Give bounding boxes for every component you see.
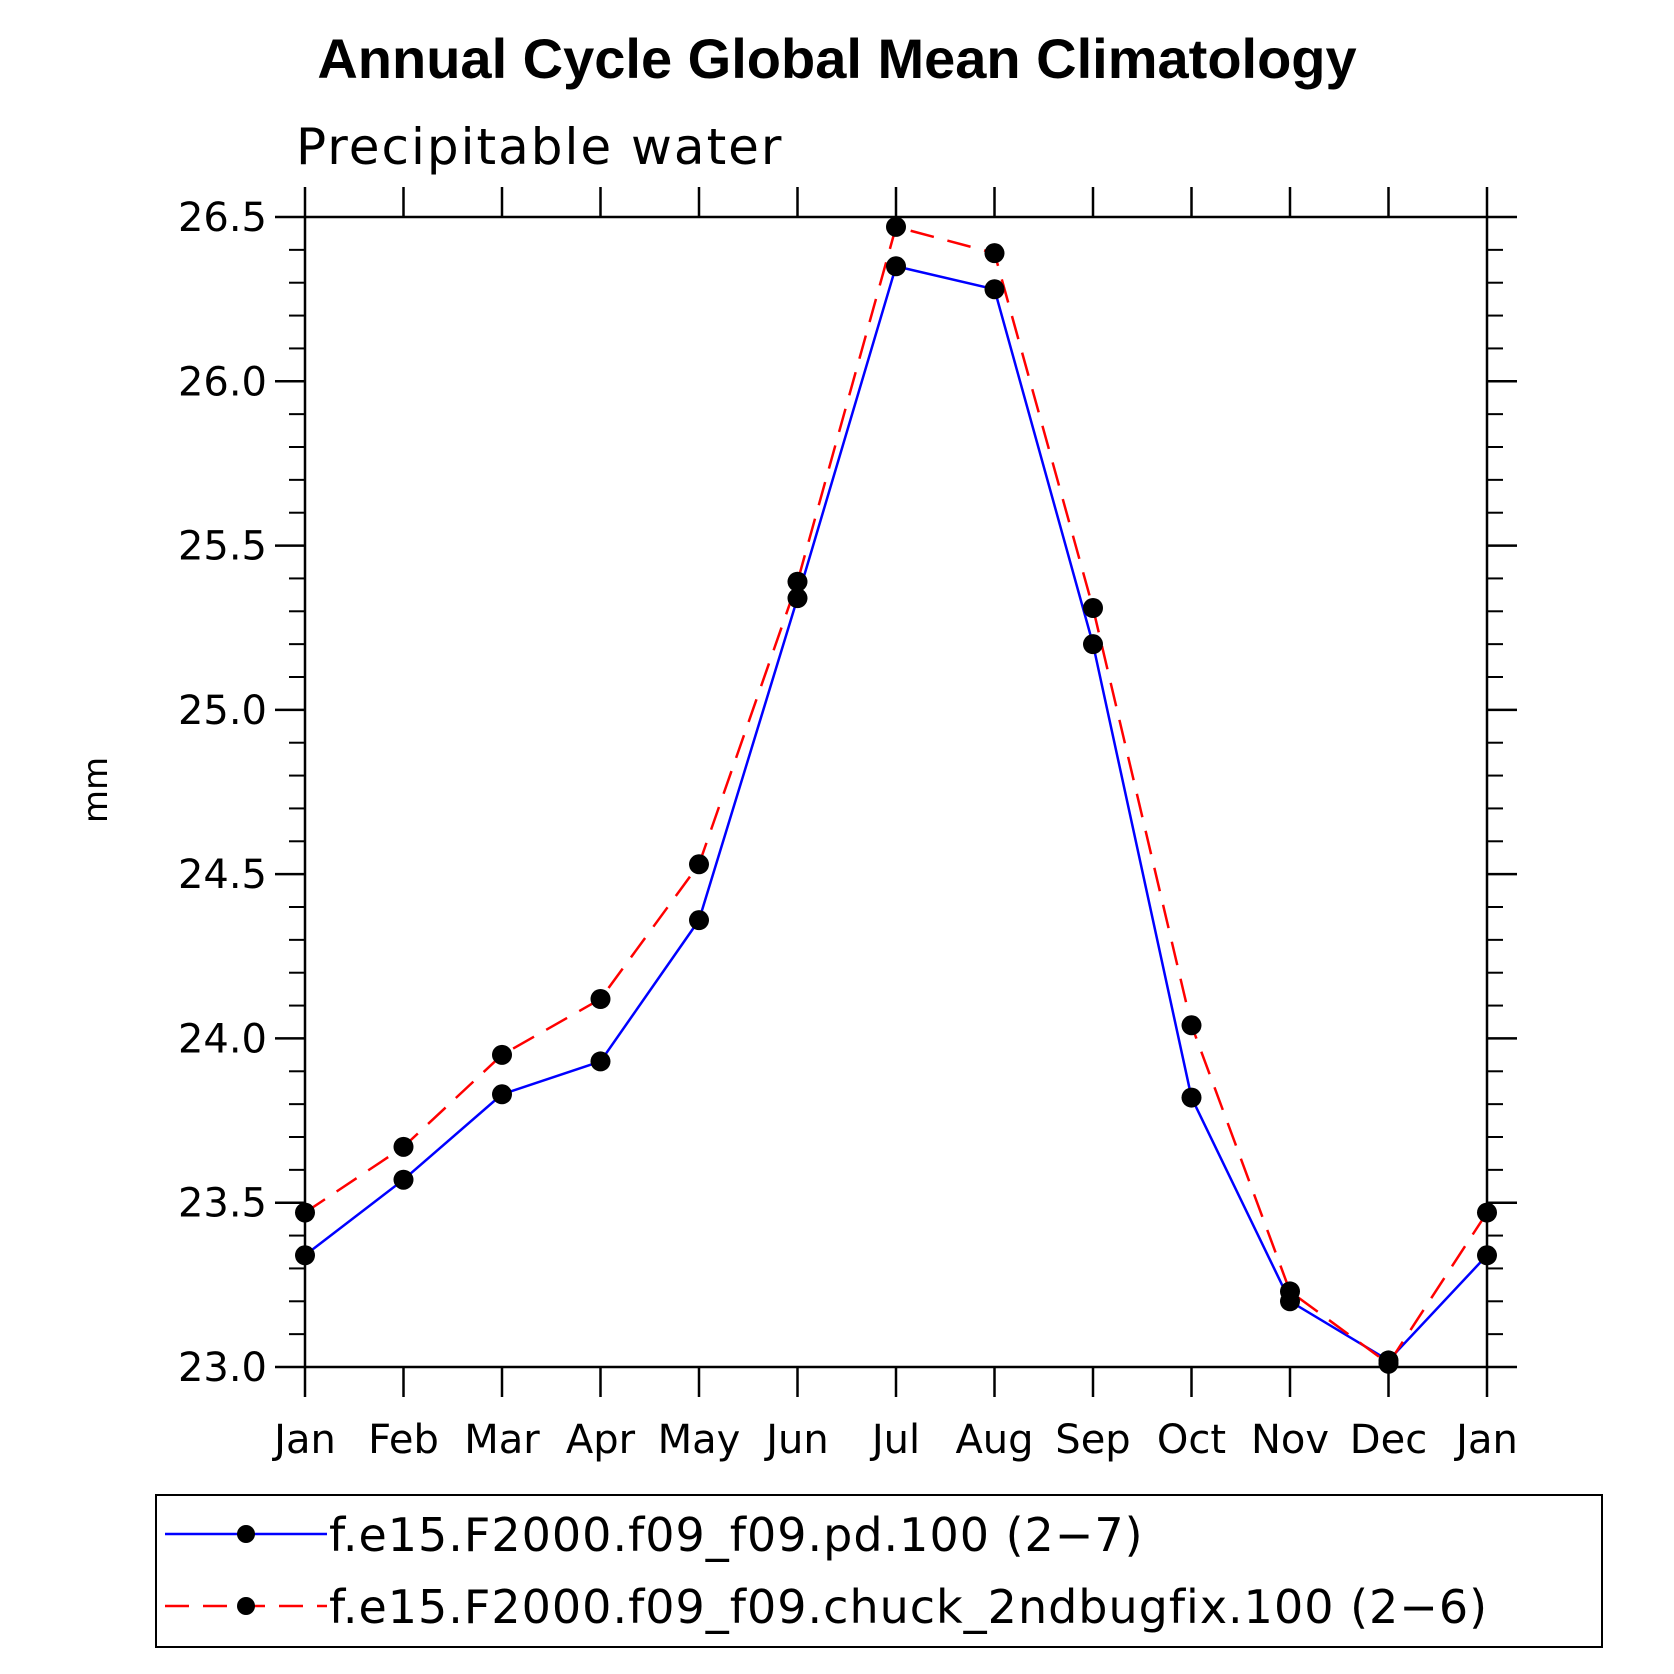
x-tick-label: Oct: [1157, 1417, 1226, 1463]
data-point-series-2: [1378, 1353, 1399, 1374]
legend-item-series-1: f.e15.F2000.f09_f09.pd.100 (2−7): [157, 1502, 1601, 1574]
legend-label-series-1: f.e15.F2000.f09_f09.pd.100 (2−7): [329, 1508, 1144, 1562]
data-point-series-1: [1083, 634, 1103, 655]
legend-sample-series-2: [165, 1597, 327, 1615]
x-tick-label: May: [658, 1417, 741, 1463]
x-tick-label: Jul: [869, 1417, 920, 1463]
legend-label-series-2: f.e15.F2000.f09_f09.chuck_2ndbugfix.100 …: [329, 1580, 1489, 1634]
data-point-series-2: [1181, 1015, 1202, 1036]
series-lines: [304, 225, 1489, 1366]
line-chart: Jan Feb Mar Apr May Jun Jul Aug Sep Oct Nov Dec Jan2…: [178, 187, 1518, 1463]
data-point-series-2: [984, 243, 1005, 264]
x-tick-label: Nov: [1251, 1417, 1329, 1463]
y-tick-label: 24.0: [178, 1016, 267, 1062]
x-tick-label: Jan: [271, 1417, 336, 1463]
y-tick-label: 26.5: [178, 195, 267, 241]
series-markers: [295, 216, 1497, 1374]
data-point-series-2: [886, 216, 906, 237]
plot-frame: [303, 215, 1489, 1369]
y-tick-label: 25.0: [178, 688, 267, 734]
chart-title: Annual Cycle Global Mean Climatology: [317, 27, 1357, 90]
data-point-series-2: [590, 989, 611, 1009]
data-point-series-1: [689, 910, 709, 931]
x-tick-label: Aug: [955, 1417, 1033, 1463]
y-tick-label: 23.5: [178, 1181, 267, 1227]
x-tick-label: Apr: [566, 1417, 636, 1463]
y-tick-label: 26.0: [178, 359, 267, 405]
series-line-1: [304, 264, 1488, 1363]
data-point-series-2: [1477, 1202, 1497, 1223]
legend-sample-series-1: [165, 1525, 327, 1543]
data-point-series-1: [787, 588, 808, 609]
legend-item-series-2: f.e15.F2000.f09_f09.chuck_2ndbugfix.100 …: [157, 1574, 1601, 1646]
data-point-series-2: [492, 1044, 512, 1065]
data-point-series-1: [590, 1051, 611, 1072]
legend: f.e15.F2000.f09_f09.pd.100 (2−7) f.e15.F…: [155, 1494, 1603, 1648]
x-tick-label: Sep: [1055, 1417, 1130, 1463]
data-point-series-2: [1083, 598, 1103, 618]
data-point-series-2: [689, 854, 709, 875]
x-tick-label: Feb: [368, 1417, 439, 1463]
x-tick-label: Jun: [763, 1417, 829, 1463]
data-point-series-1: [1181, 1087, 1202, 1108]
data-point-series-1: [1477, 1245, 1497, 1266]
data-point-series-2: [295, 1202, 315, 1223]
x-tick-label: Dec: [1350, 1417, 1427, 1463]
data-point-series-1: [492, 1084, 512, 1105]
data-point-series-2: [393, 1136, 414, 1157]
x-tick-label: Jan: [1453, 1417, 1518, 1463]
data-point-series-1: [295, 1245, 315, 1266]
data-point-series-2: [787, 571, 808, 592]
data-point-series-2: [1280, 1281, 1300, 1302]
data-point-series-1: [984, 279, 1005, 300]
data-point-series-1: [886, 256, 906, 277]
x-tick-label: Mar: [464, 1417, 540, 1463]
data-point-series-1: [393, 1169, 414, 1190]
chart-subtitle: Precipitable water: [296, 118, 784, 176]
y-tick-label: 23.0: [178, 1345, 267, 1391]
axes: Jan Feb Mar Apr May Jun Jul Aug Sep Oct Nov Dec Jan2…: [178, 187, 1518, 1463]
series-line-2: [304, 225, 1489, 1366]
y-tick-label: 24.5: [178, 852, 267, 898]
y-tick-label: 25.5: [178, 524, 267, 570]
